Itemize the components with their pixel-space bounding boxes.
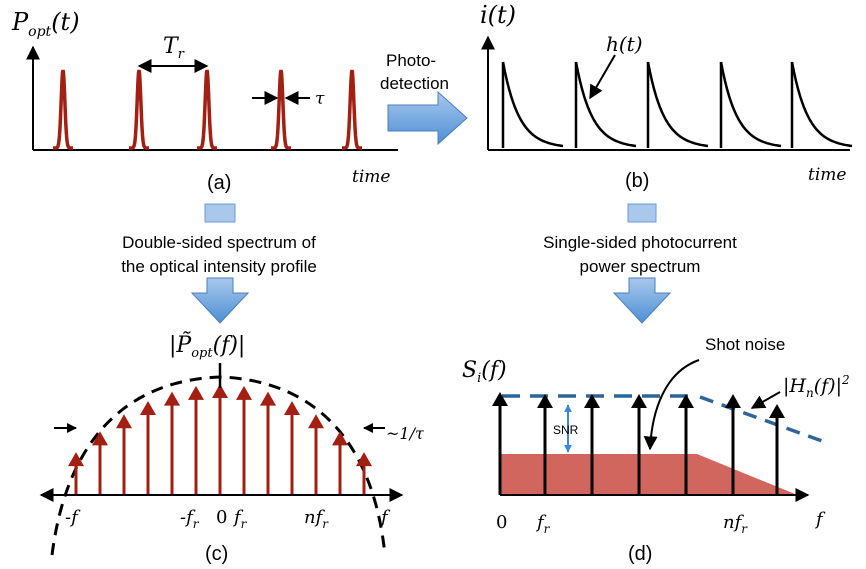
- tick-nfr: nfr: [304, 507, 329, 531]
- optical-pulse: [53, 69, 73, 150]
- photodetection-label-1: Photo-: [386, 51, 436, 70]
- shot-noise-pointer: [643, 359, 700, 451]
- block-arrow-right: [387, 90, 468, 146]
- flow-left-down-arrow: [190, 277, 250, 324]
- flow-right-line2: power spectrum: [580, 257, 701, 276]
- panel-c-title: |P̃opt(f)|: [169, 332, 245, 361]
- pulse-width-label: τ: [315, 89, 325, 109]
- hn-label: |Hn(f)|2: [783, 373, 850, 400]
- spectral-line-head: [212, 384, 228, 398]
- d-tick-fr: fr: [535, 512, 551, 536]
- photocurrent-line-head: [492, 392, 508, 406]
- flow-left-line2: the optical intensity profile: [121, 257, 317, 276]
- optical-pulse: [342, 69, 362, 150]
- photocurrent-lines: [492, 392, 785, 495]
- panel-a-time-label: time: [352, 167, 390, 187]
- d-tick-zero: 0: [496, 512, 507, 533]
- optical-pulse: [197, 69, 217, 150]
- tick-fr: fr: [232, 507, 248, 531]
- photocurrent-line-head: [725, 394, 741, 408]
- impulse-responses: [501, 61, 853, 148]
- flow-right-box: [627, 203, 657, 223]
- spectral-line-head: [308, 414, 324, 429]
- photocurrent-line-head: [584, 394, 600, 408]
- d-tick-nfr: nfr: [723, 512, 748, 536]
- spectral-line-head: [260, 391, 276, 406]
- photodetection-label-2: detection: [380, 74, 449, 93]
- spectral-line-head: [68, 452, 84, 467]
- shot-noise-region: [500, 454, 795, 494]
- photocurrent-line-head: [678, 394, 694, 408]
- panel-d-y-label: Si(f): [462, 358, 507, 386]
- spectral-lines: [68, 384, 372, 494]
- spectral-line-head: [164, 391, 180, 406]
- photocurrent-line-head: [537, 394, 553, 408]
- impulse-pointer-arrow: [589, 54, 616, 100]
- d-tick-f: f: [814, 509, 826, 530]
- flow-left-line1: Double-sided spectrum of: [122, 233, 316, 252]
- panel-d-caption: (d): [628, 543, 652, 565]
- tick-f: f: [379, 507, 391, 528]
- spectral-line-head: [356, 452, 372, 467]
- optical-pulse: [271, 69, 291, 150]
- spectral-line-head: [140, 401, 156, 416]
- spectral-line-head: [116, 414, 132, 429]
- photocurrent-line-head: [631, 394, 647, 408]
- flow-left-box: [204, 203, 236, 223]
- panel-c: |P̃opt(f)| ~1/τ -f -fr 0 fr nfr f (c): [39, 332, 425, 565]
- pulse-train: [53, 69, 362, 150]
- impulse-label: h(t): [606, 32, 643, 56]
- panel-a-caption: (a): [207, 172, 231, 194]
- flow-left: Double-sided spectrum of the optical int…: [121, 203, 317, 324]
- panel-b-y-label: i(t): [480, 1, 516, 29]
- spectral-line-head: [284, 401, 300, 416]
- tick-neg-fr: -fr: [180, 507, 200, 531]
- spectral-line-head: [236, 385, 252, 400]
- impulse-decay: [501, 61, 564, 148]
- spectral-line-head: [188, 385, 204, 400]
- panel-d: Si(f) SNR Shot noise |Hn(f)|2 0 fr nfr f…: [462, 335, 850, 565]
- panel-b-caption: (b): [625, 170, 649, 192]
- impulse-decay: [719, 61, 782, 148]
- panel-a-y-label: Popt(t): [11, 8, 80, 40]
- tick-neg-f: -f: [65, 507, 81, 528]
- spectral-line-head: [92, 431, 108, 446]
- optical-pulse: [129, 69, 149, 150]
- panel-b-time-label: time: [808, 165, 846, 185]
- impulse-decay: [646, 61, 709, 148]
- photodetection-arrow: Photo- detection: [380, 51, 468, 146]
- panel-c-caption: (c): [205, 543, 228, 565]
- envelope-width-label: ~1/τ: [386, 424, 425, 443]
- snr-label: SNR: [553, 423, 579, 437]
- panel-b: i(t) h(t) time (b): [480, 1, 853, 192]
- hn-pointer-arrow: [750, 391, 781, 409]
- panel-a: Popt(t) Tr τ time (a): [11, 8, 398, 194]
- impulse-decay: [574, 61, 637, 148]
- flow-right-line1: Single-sided photocurrent: [543, 233, 737, 252]
- impulse-decay: [790, 61, 853, 148]
- flow-right-down-arrow: [612, 277, 672, 324]
- period-label: Tr: [163, 34, 185, 62]
- spectral-line-head: [332, 431, 348, 446]
- flow-right: Single-sided photocurrent power spectrum: [543, 203, 737, 324]
- photocurrent-line-head: [769, 404, 785, 418]
- tick-zero: 0: [216, 507, 227, 528]
- shot-noise-label: Shot noise: [705, 335, 785, 354]
